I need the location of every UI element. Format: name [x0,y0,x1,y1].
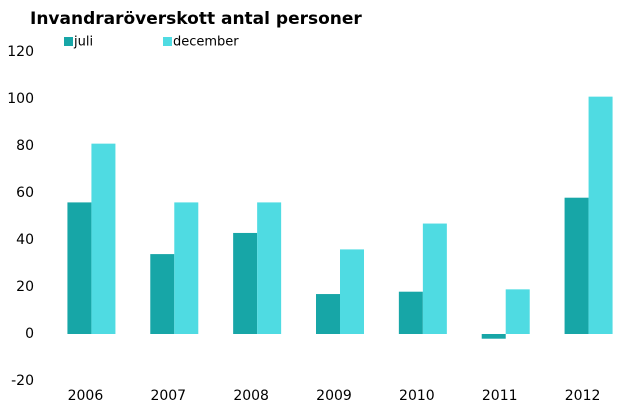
y-tick-label: 120 [7,44,34,60]
legend-swatch [64,37,73,46]
bar [422,223,447,334]
bar [481,334,506,339]
bar [505,289,530,334]
legend-label: juli [73,35,93,50]
bar [91,143,116,334]
bar [398,291,423,334]
y-tick-label: 40 [16,232,34,248]
bar [257,202,282,334]
y-tick-label: 20 [16,279,34,295]
x-tick-label: 2009 [316,388,352,404]
y-tick-label: 60 [16,185,34,201]
legend-swatch [163,37,172,46]
x-tick-label: 2008 [233,388,269,404]
bar [340,249,364,334]
legend-label: december [173,35,239,50]
x-tick-label: 2010 [399,388,435,404]
bar [150,254,175,334]
y-tick-label: 100 [7,91,34,107]
y-tick-label: 0 [25,326,34,342]
bar [67,202,92,334]
bar [588,96,613,335]
x-tick-label: 2012 [565,388,601,404]
bar [233,232,258,334]
x-tick-label: 2007 [150,388,186,404]
y-tick-label: 80 [16,138,34,154]
x-tick-label: 2006 [68,388,104,404]
bar [564,197,589,334]
bar [316,294,340,334]
chart-title: Invandraröverskott antal personer [30,9,362,29]
x-tick-label: 2011 [482,388,518,404]
y-tick-label: -20 [11,373,34,389]
bar [174,202,199,334]
